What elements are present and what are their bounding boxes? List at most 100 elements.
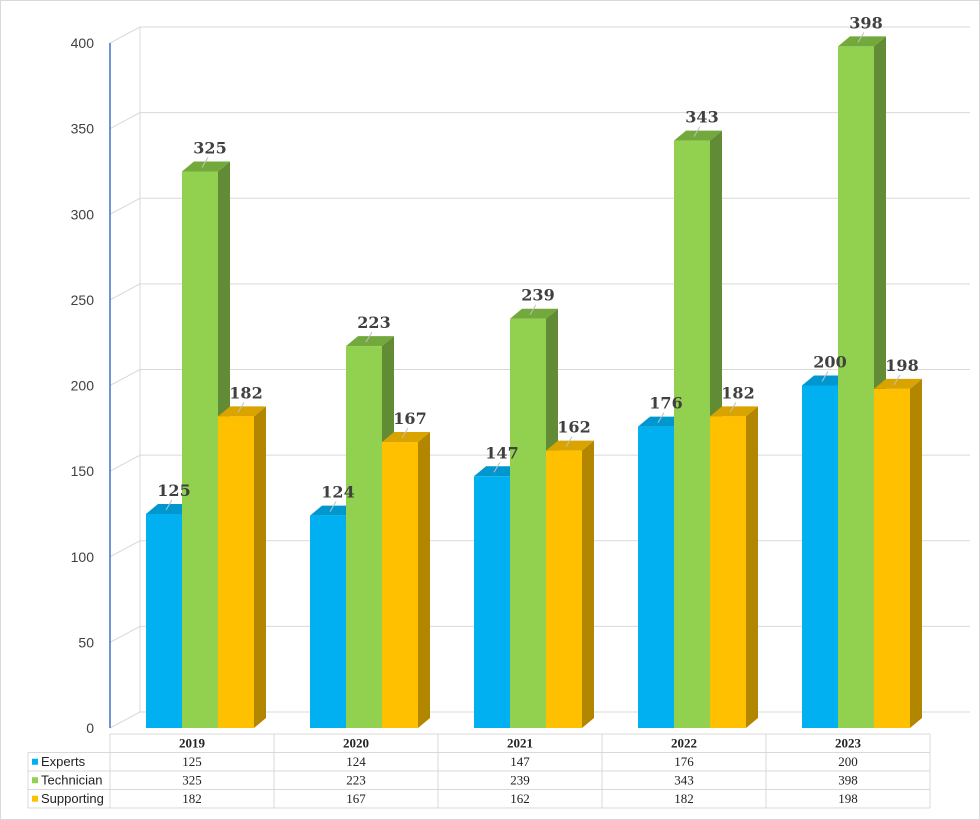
- label-leader: [165, 499, 173, 511]
- category-label-2022: 2022: [671, 736, 697, 751]
- bar-top: [218, 406, 266, 417]
- legend-key-supporting: [32, 795, 38, 802]
- y-tick-label: 50: [78, 634, 94, 650]
- gridline-diagonal: [109, 369, 141, 386]
- label-leader: [893, 374, 901, 386]
- y-tick-label: 0: [86, 720, 94, 736]
- table-cell: 162: [510, 791, 530, 806]
- legend-label-technician: Technician: [41, 773, 102, 788]
- y-axis: 0 50 100 150 200 250 300 350 400: [71, 35, 111, 736]
- value-label-experts-2023: 200: [813, 353, 846, 372]
- bars: [146, 36, 922, 729]
- table-cell: 200: [838, 754, 858, 769]
- bar-top: [382, 432, 430, 443]
- data-table: 2019 2020 2021 2022 2023 Experts 125 124 147 176 2…: [27, 733, 931, 809]
- bar-top: [510, 308, 558, 319]
- gridline-diagonal: [109, 625, 141, 643]
- bar-side: [254, 406, 266, 728]
- legend-label-supporting: Supporting: [41, 791, 104, 806]
- gridline-diagonal: [109, 197, 141, 215]
- value-label-supporting-2021: 162: [557, 418, 590, 437]
- bar-side: [582, 440, 594, 728]
- table-cell: 198: [838, 791, 858, 806]
- bar-top: [710, 406, 758, 417]
- value-label-technician-2021: 239: [521, 286, 554, 305]
- bar-top: [874, 378, 922, 389]
- table-cell: 182: [182, 791, 202, 806]
- gridline-diagonal: [109, 540, 141, 558]
- label-leader: [493, 462, 501, 473]
- value-label-experts-2020: 124: [321, 483, 354, 502]
- bar-supporting-2020: [382, 432, 430, 728]
- bar-front: [874, 388, 910, 728]
- value-label-supporting-2020: 167: [393, 409, 426, 428]
- bar-supporting-2022: [710, 406, 758, 728]
- bar-supporting-2019: [218, 406, 266, 728]
- y-tick-label: 400: [71, 35, 95, 51]
- table-cell: 176: [674, 754, 694, 769]
- label-leader: [657, 412, 665, 423]
- label-leader: [857, 32, 865, 43]
- value-label-supporting-2023: 198: [885, 356, 918, 375]
- value-label-technician-2020: 223: [357, 313, 390, 332]
- gridline-diagonal: [109, 454, 141, 472]
- gridline-diagonal: [109, 26, 141, 44]
- bar-top: [674, 130, 722, 141]
- table-cell: 147: [510, 754, 530, 769]
- bar-front: [218, 416, 254, 728]
- value-label-experts-2022: 176: [649, 394, 682, 413]
- bar-front: [638, 426, 674, 728]
- legend-key-experts: [32, 758, 38, 765]
- gridline-diagonal: [109, 711, 141, 729]
- y-tick-label: 350: [71, 121, 95, 137]
- bar-front: [474, 476, 510, 728]
- data-labels: 125 325 182 124 223 167 147 239 162 176 343 182 200 3…: [157, 13, 919, 512]
- bar-front: [802, 385, 838, 728]
- label-leader: [729, 402, 737, 413]
- value-label-experts-2019: 125: [157, 481, 190, 500]
- value-label-technician-2019: 325: [193, 138, 226, 157]
- category-label-2021: 2021: [507, 736, 533, 751]
- table-cell: 167: [346, 791, 366, 806]
- y-tick-label: 250: [71, 292, 95, 308]
- y-tick-label: 150: [71, 463, 95, 479]
- bar-front: [182, 171, 218, 728]
- table-cell: 398: [838, 773, 858, 788]
- label-leader: [329, 501, 337, 512]
- bar-front: [346, 346, 382, 728]
- table-cell: 124: [346, 754, 366, 769]
- bar-front: [674, 140, 710, 729]
- category-label-2020: 2020: [343, 736, 369, 751]
- table-cell: 239: [510, 773, 530, 788]
- category-label-2019: 2019: [179, 736, 206, 751]
- label-leader: [529, 304, 537, 315]
- y-tick-label: 200: [71, 378, 95, 394]
- table-cell: 182: [674, 791, 694, 806]
- bar-front: [546, 450, 582, 728]
- bar-front: [710, 416, 746, 728]
- label-leader: [693, 126, 701, 137]
- bar-side: [910, 378, 922, 728]
- bar-side: [746, 406, 758, 728]
- bar-front: [382, 442, 418, 728]
- bar-front: [146, 513, 182, 728]
- table-cell: 223: [346, 773, 366, 788]
- table-cell: 325: [182, 773, 202, 788]
- value-label-technician-2022: 343: [685, 108, 718, 127]
- table-cell: 343: [674, 773, 694, 788]
- y-tick-label: 300: [71, 206, 95, 222]
- bar-front: [510, 318, 546, 728]
- bar-top: [182, 161, 230, 172]
- gridline-diagonal: [109, 283, 141, 301]
- bar-top: [838, 36, 886, 47]
- table-cell: 125: [182, 754, 202, 769]
- value-label-technician-2023: 398: [849, 13, 882, 32]
- bar-side: [418, 432, 430, 728]
- category-label-2023: 2023: [835, 736, 862, 751]
- bar-top: [346, 336, 394, 347]
- label-leader: [237, 402, 245, 413]
- bar-supporting-2021: [546, 440, 594, 728]
- bar-top: [546, 440, 594, 451]
- label-leader: [401, 427, 409, 439]
